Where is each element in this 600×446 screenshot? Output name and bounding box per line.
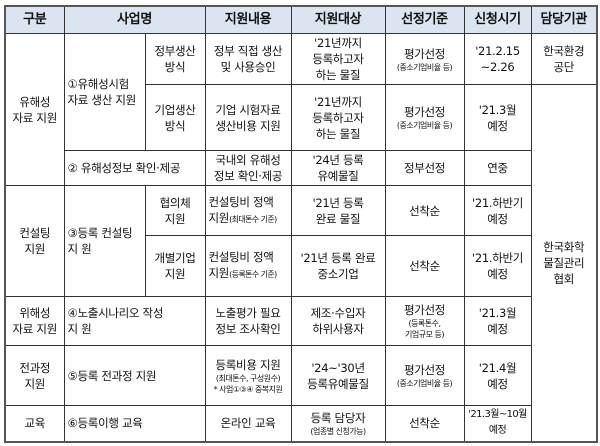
criteria-note: (중소기업비율 등)	[396, 62, 453, 72]
period-cell: '21.하반기 예정	[463, 235, 532, 297]
criteria-note: (중소기업비율 등)	[396, 121, 453, 130]
program-cell: ⑥등록이행 교육	[63, 405, 206, 442]
target-cell: '24~'30년 등록유예물질	[290, 345, 386, 406]
table-row: 교육 ⑥등록이행 교육 온라인 교육 등록 담당자 (업종별 신청가능) 선착순 …	[4, 405, 597, 442]
period-cell: 연중	[463, 150, 532, 186]
content-cell: 국내외 유해성 정보 확인·제공	[204, 150, 292, 186]
header-criteria: 선정기준	[384, 5, 465, 34]
content-cell: 컨설팅비 정액 지원(최대톤수 기준)	[204, 185, 292, 236]
criteria-cell: 평가선정 (중소기업비율 등)	[384, 84, 465, 151]
header-program: 사업명	[63, 5, 206, 34]
header-category: 구분	[4, 5, 65, 34]
period-cell: '21.하반기 예정	[463, 185, 532, 236]
category-cell: 전과정 지원	[4, 345, 65, 406]
header-target: 지원대상	[290, 5, 386, 34]
program-cell: ② 유해성정보 확인·제공	[63, 150, 206, 186]
program-cell: ⑤등록 전과정 지원	[63, 345, 206, 406]
criteria-cell: 평가선정 (등록톤수, 기업규모 등)	[384, 296, 465, 346]
table-row: 컨설팅 지원 ③등록 컨설팅 지 원 협의체 지원 컨설팅비 정액 지원(최대톤수 기준…	[4, 185, 597, 297]
target-cell: 등록 담당자 (업종별 신청가능)	[290, 405, 386, 442]
criteria-cell: 선착순	[384, 405, 465, 442]
agency-cell: 한국환경 공단	[530, 33, 598, 85]
target-note: (업종별 신청가능)	[310, 426, 366, 436]
content-note: (최대톤수 기준)	[229, 214, 277, 224]
table-row: ② 유해성정보 확인·제공 국내외 유해성 정보 확인·제공 '24년 등록 유예물…	[5, 150, 597, 186]
criteria-text: 평가선정	[403, 46, 446, 61]
header-agency: 담당기관	[530, 5, 598, 34]
program-cell: ①유해성시험 자료 생산 지원	[63, 33, 146, 151]
criteria-cell: 평가선정 (중소기업비율 등)	[384, 33, 465, 85]
content-text: 컨설팅비 정액 지원	[208, 250, 274, 280]
period-cell: '21.2.15 ~2.26	[463, 33, 532, 85]
period-cell: '21.3월 예정	[463, 296, 532, 346]
period-cell: '21.4월 예정	[463, 345, 532, 406]
content-cell: 정부 직접 생산 및 사용승인	[204, 33, 292, 85]
content-text: 컨설팅비 정액 지원	[208, 194, 274, 225]
target-cell: '21년 등록 완료 중소기업	[290, 235, 386, 297]
table-row: 개별기업 지원 컨설팅비 정액 지원(등록톤수 기준) '21년 등록 완료 중소기업…	[5, 235, 597, 297]
target-cell: '21년까지 등록하고자 하는 물질	[290, 33, 386, 85]
table-row: 기업생산 방식 기업 시험자료 생산비용 지원 '21년까지 등록하고자 하는 물질 평…	[5, 84, 598, 442]
table-row: 위해성 자료 지원 ④노출시나리오 작성 지 원 노출평가 필요 정보 조사확인 제조…	[4, 296, 597, 346]
table-row: 유해성 자료 지원 ①유해성시험 자료 생산 지원 정부생산 방식 정부 직접 생산 및…	[4, 33, 598, 186]
criteria-text: 평가선정	[403, 303, 446, 317]
target-cell: '24년 등록 유예물질	[290, 150, 386, 186]
target-text: 등록 담당자	[310, 410, 366, 425]
content-cell: 컨설팅비 정액 지원(등록톤수 기준)	[204, 235, 292, 297]
agency-cell: 한국화학 물질관리 협회	[530, 84, 598, 442]
content-cell: 기업 시험자료 생산비용 지원	[204, 84, 292, 151]
target-cell: '21년 등록 완료 물질	[290, 185, 386, 236]
content-cell: 노출평가 필요 정보 조사확인	[204, 296, 292, 346]
program-cell: ④노출시나리오 작성 지 원	[63, 296, 206, 346]
sub-cell: 협의체 지원	[144, 185, 206, 236]
category-cell: 유해성 자료 지원	[4, 33, 65, 186]
content-note: (최대톤수, 구성원수) * 사업①③④ 중복지원	[213, 373, 283, 394]
criteria-cell: 평가선정 (중소기업비율 등)	[384, 345, 465, 406]
content-cell: 등록비용 지원 (최대톤수, 구성원수) * 사업①③④ 중복지원	[204, 345, 292, 406]
criteria-text: 평가선정	[403, 105, 446, 119]
header-period: 신청시기	[463, 5, 532, 34]
criteria-cell: 선착순	[384, 235, 465, 297]
category-cell: 컨설팅 지원	[4, 185, 65, 297]
period-cell: '21.3월~10월 예정	[463, 405, 532, 442]
criteria-cell: 선착순	[384, 185, 465, 236]
criteria-note: (등록톤수, 기업규모 등)	[405, 319, 444, 339]
program-cell: ③등록 컨설팅 지 원	[63, 185, 146, 297]
content-cell: 온라인 교육	[204, 405, 292, 442]
sub-cell: 정부생산 방식	[144, 33, 206, 85]
support-program-table: 구분 사업명 지원내용 지원대상 선정기준 신청시기 담당기관 유해성 자료 지원…	[4, 5, 599, 443]
table-row: 전과정 지원 ⑤등록 전과정 지원 등록비용 지원 (최대톤수, 구성원수) * 사업…	[4, 345, 597, 406]
header-content: 지원내용	[204, 5, 292, 34]
content-text: 등록비용 지원	[215, 357, 281, 372]
criteria-note: (중소기업비율 등)	[396, 379, 453, 388]
criteria-cell: 정부선정	[384, 150, 465, 186]
criteria-text: 평가선정	[403, 363, 446, 377]
sub-cell: 기업생산 방식	[144, 84, 206, 151]
period-cell: '21.3월 예정	[463, 84, 532, 151]
header-row: 구분 사업명 지원내용 지원대상 선정기준 신청시기 담당기관	[4, 5, 598, 34]
target-cell: 제조·수입자 하위사용자	[290, 296, 386, 346]
category-cell: 교육	[4, 405, 65, 442]
target-cell: '21년까지 등록하고자 하는 물질	[290, 84, 386, 151]
category-cell: 위해성 자료 지원	[4, 296, 65, 346]
content-note: (등록톤수 기준)	[229, 270, 277, 279]
sub-cell: 개별기업 지원	[144, 235, 206, 297]
